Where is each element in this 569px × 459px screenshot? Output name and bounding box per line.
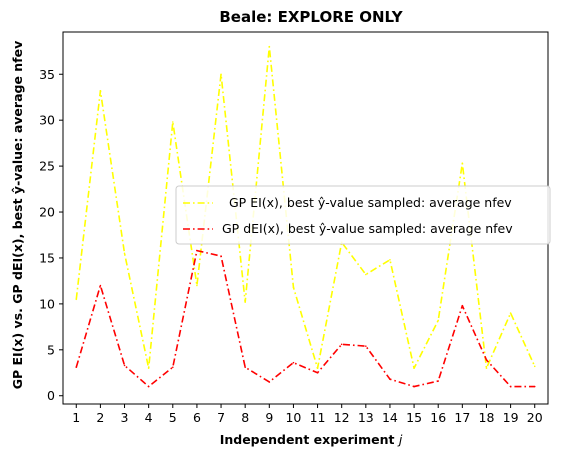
legend-box (175, 185, 551, 245)
data-point (292, 286, 295, 289)
data-point (171, 121, 174, 123)
data-point (147, 385, 150, 388)
x-tick-label: 4 (145, 410, 153, 425)
data-point (509, 312, 512, 314)
x-tick-label: 9 (265, 410, 273, 425)
x-tick-label: 15 (406, 410, 422, 425)
data-point (509, 385, 512, 388)
data-point (316, 367, 319, 369)
data-point (123, 364, 126, 367)
data-point (437, 380, 440, 382)
x-tick-label: 17 (454, 410, 470, 425)
x-tick-label: 20 (527, 410, 543, 425)
y-tick-label: 35 (39, 67, 55, 82)
data-point (171, 366, 174, 369)
data-point (75, 298, 78, 301)
data-point (461, 304, 464, 307)
series-line-0 (75, 45, 536, 369)
data-point (220, 255, 222, 257)
x-tick-label: 11 (310, 410, 326, 425)
x-tick-label: 3 (121, 410, 129, 425)
x-tick-label: 6 (193, 410, 201, 425)
y-tick-label: 30 (39, 113, 55, 128)
x-tick-label: 14 (382, 410, 398, 425)
y-tick-label: 10 (39, 296, 55, 311)
x-axis: 1 2 3 4 5 6 7 8 9 10 11 12 13 14 15 16 17 18 19 20 (72, 404, 543, 425)
y-axis-label: GP EI(x) vs. GP dEI(x), best ŷ-value: av… (10, 41, 25, 390)
data-point (244, 366, 246, 369)
data-point (365, 273, 367, 276)
y-tick-label: 0 (47, 388, 55, 403)
data-point (533, 385, 536, 388)
legend-label-dei: GP dEI(x), best ŷ-value sampled: average… (222, 221, 513, 236)
x-axis-label: Independent experiment j (220, 432, 403, 447)
data-point (268, 45, 271, 48)
data-point (292, 361, 295, 364)
x-tick-label: 10 (285, 410, 301, 425)
chart-title: Beale: EXPLORE ONLY (219, 8, 403, 26)
x-tick-label: 13 (358, 410, 374, 425)
data-point (461, 162, 464, 165)
y-axis: 0 5 10 15 20 25 30 35 (39, 67, 63, 403)
data-point (413, 367, 415, 369)
legend: GP EI(x), best ŷ-value sampled: average … (175, 185, 551, 245)
x-tick-label: 2 (96, 410, 104, 425)
data-point (123, 252, 126, 255)
data-point (99, 284, 102, 287)
data-point (389, 258, 391, 261)
data-point (196, 284, 198, 287)
x-tick-label: 7 (217, 410, 225, 425)
y-tick-label: 20 (39, 205, 55, 220)
data-point (533, 365, 536, 368)
data-point (485, 359, 488, 361)
series-line-1 (75, 249, 535, 388)
data-point (244, 301, 246, 303)
data-point (268, 381, 271, 383)
x-tick-label: 18 (479, 410, 495, 425)
legend-label-ei: GP EI(x), best ŷ-value sampled: average … (229, 195, 512, 210)
data-point (75, 366, 78, 369)
data-point (220, 73, 222, 76)
y-tick-label: 25 (39, 159, 55, 174)
data-point (365, 345, 367, 347)
data-point (437, 319, 440, 322)
data-point (485, 367, 488, 369)
data-point (196, 249, 198, 252)
data-point (413, 385, 415, 388)
y-tick-label: 15 (39, 250, 55, 265)
y-tick-label: 5 (47, 342, 55, 357)
x-tick-label: 16 (430, 410, 446, 425)
x-tick-label: 12 (334, 410, 350, 425)
data-point (147, 367, 150, 369)
x-tick-label: 19 (503, 410, 519, 425)
x-tick-label: 5 (169, 410, 177, 425)
x-tick-label: 8 (241, 410, 249, 425)
x-tick-label: 1 (72, 410, 80, 425)
data-point (340, 343, 343, 346)
data-point (99, 89, 102, 92)
data-point (389, 378, 391, 381)
data-point (316, 371, 319, 374)
